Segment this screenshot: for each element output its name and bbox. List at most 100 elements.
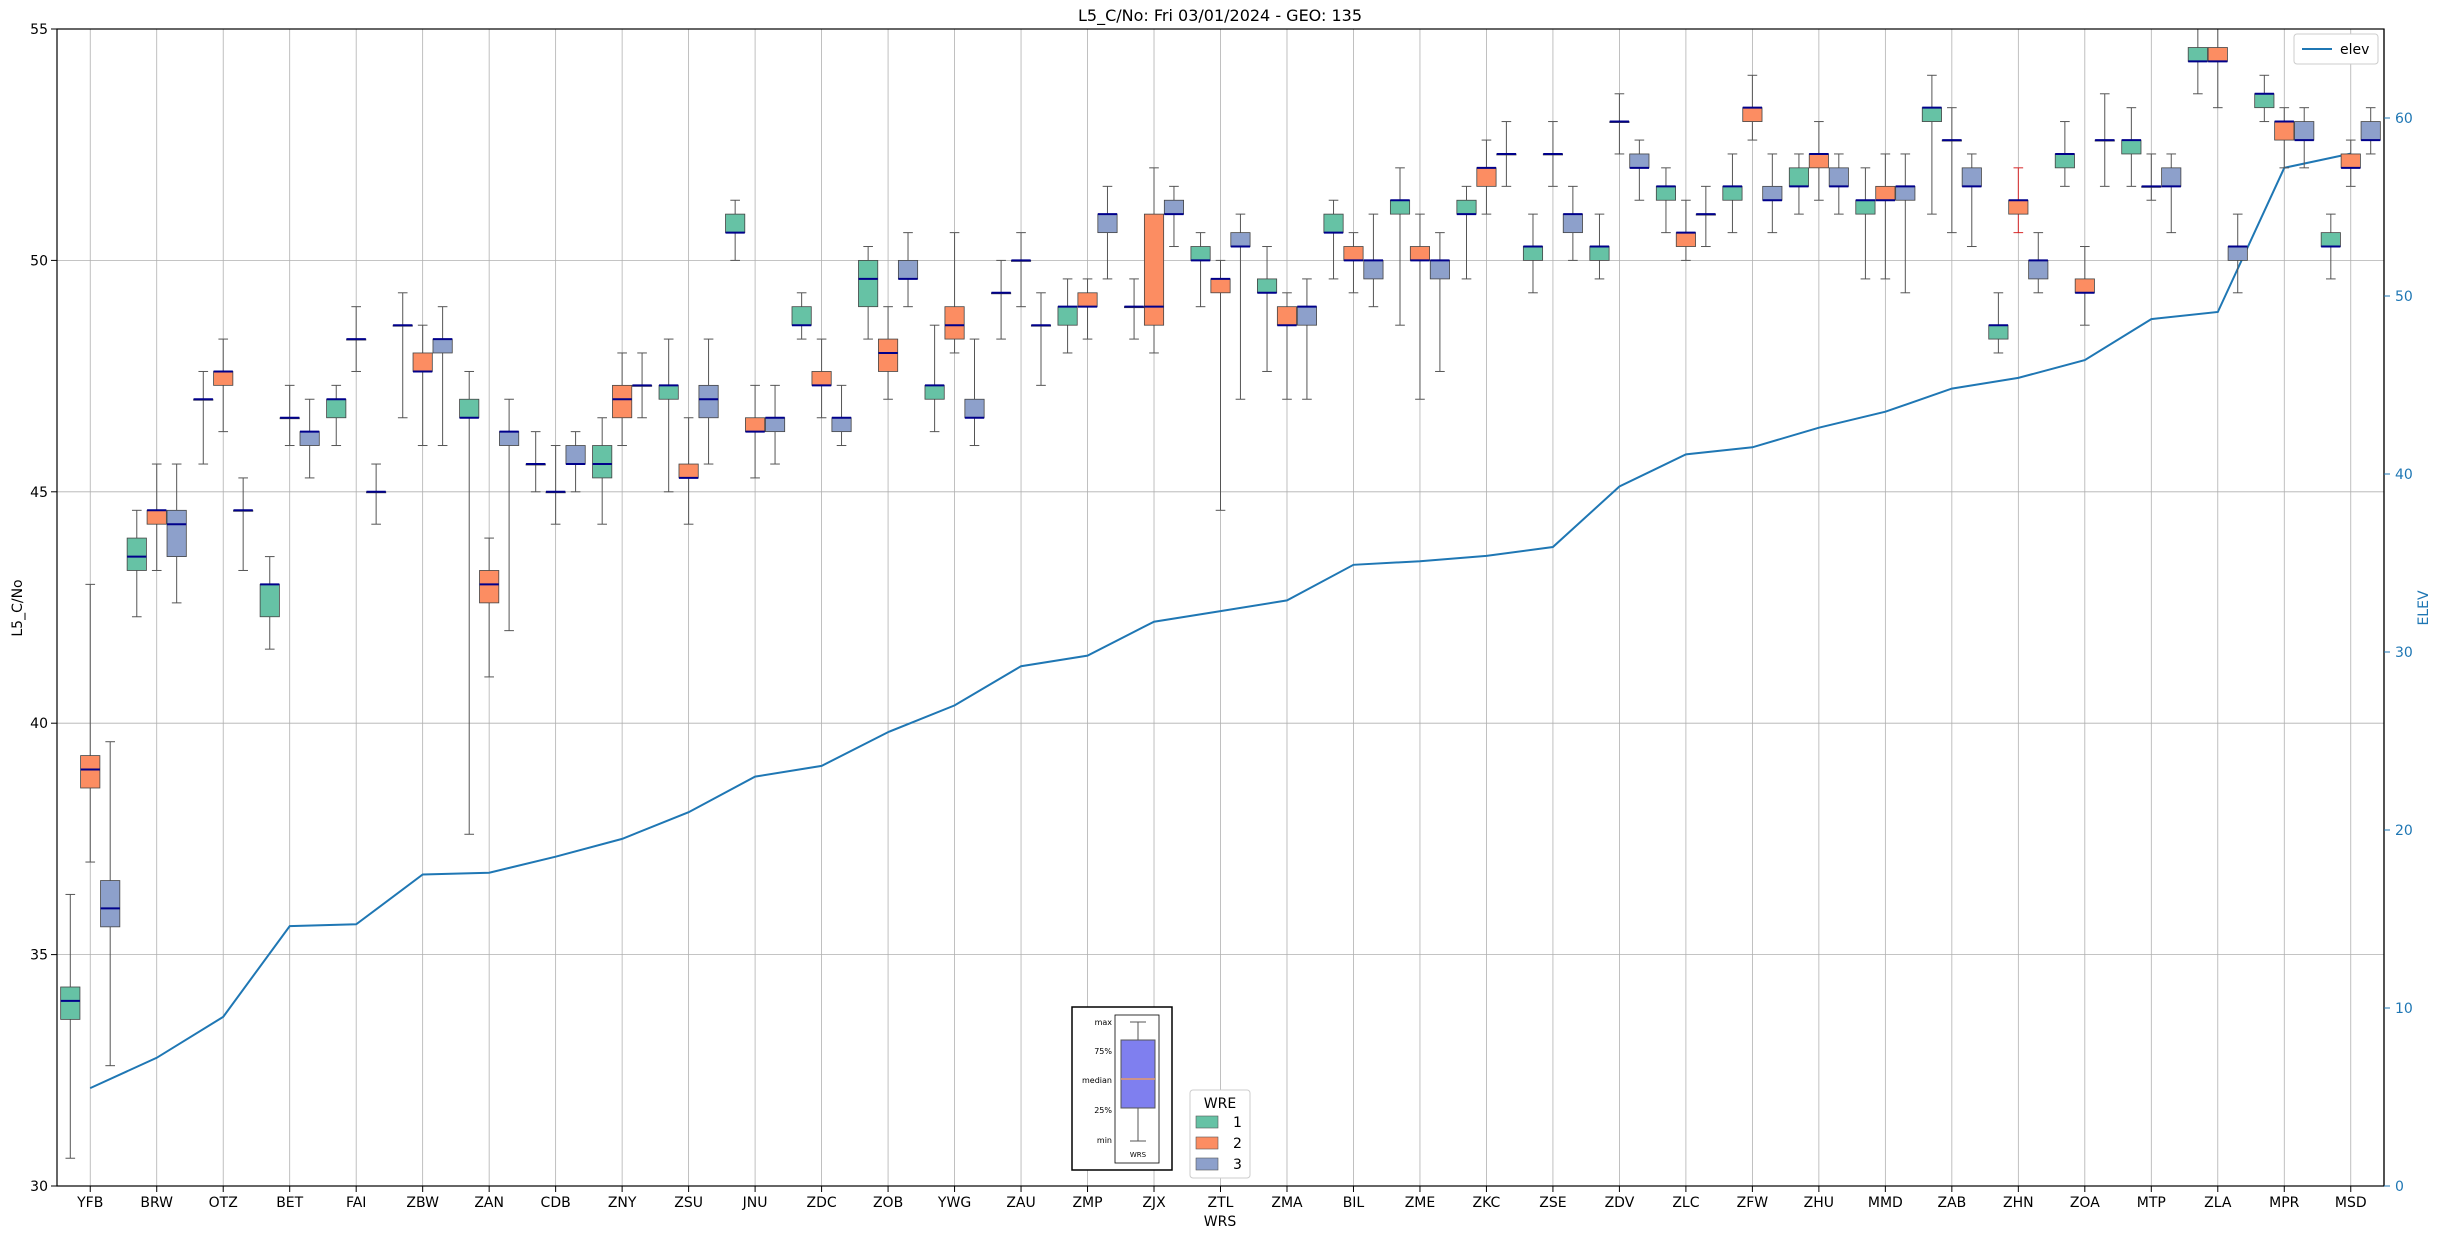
box-cdb-wre2 [545, 445, 566, 525]
box-zab-wre1 [1921, 74, 1942, 215]
x-tick-label: ZKC [1473, 1195, 1501, 1211]
box-zse-wre3 [1562, 185, 1583, 261]
box-zma-wre2 [1276, 292, 1298, 400]
box-key-inner-frame [1114, 1014, 1160, 1164]
y-tick-label: 55 [30, 22, 48, 38]
box-body [678, 463, 699, 479]
y-tick-label: 45 [30, 485, 48, 501]
box-body [1961, 167, 1982, 187]
box-body [1343, 246, 1364, 261]
box-key-inset: max 75% median 25% min WRS [1071, 1006, 1173, 1171]
box-body [2008, 199, 2029, 215]
x-axis: YFB BRW OTZ BET FAI ZBW ZAN CDB ZNY ZSU JNU ZDC ZOB Y… [76, 1186, 2367, 1211]
y-tick-label: 30 [30, 1179, 48, 1195]
box-key-q3-label: 75% [1094, 1047, 1112, 1056]
box-zmp-wre1 [1057, 278, 1078, 354]
box-body [60, 986, 81, 1020]
box-zdc-wre3 [831, 384, 852, 447]
box-body [1276, 306, 1298, 326]
box-body [2274, 121, 2295, 141]
box-zma-wre1 [1256, 246, 1278, 372]
box-zan-wre1 [459, 370, 480, 835]
elev-line-layer [89, 152, 2352, 1090]
box-mtp-wre3 [2161, 153, 2182, 234]
box-zdv-wre3 [1629, 139, 1650, 201]
box-cdb-wre1 [525, 431, 546, 493]
box-body [1363, 259, 1384, 280]
box-zhu-wre2 [1808, 121, 1829, 201]
y-axis-label: L5_C/No [10, 579, 26, 636]
chart-title: L5_C/No: Fri 03/01/2024 - GEO: 135 [1078, 6, 1362, 26]
box-body [1808, 153, 1829, 169]
box-msd-wre2 [2340, 139, 2361, 187]
x-tick-label: BET [276, 1195, 303, 1211]
box-zob-wre2 [878, 306, 899, 400]
x-tick-label: ZJX [1142, 1195, 1166, 1211]
box-body [592, 445, 613, 479]
box-body [1476, 167, 1497, 187]
box-zfw-wre3 [1762, 153, 1783, 234]
box-body [1323, 213, 1344, 234]
box-mtp-wre2 [2141, 153, 2162, 201]
y-axis: 30 35 40 45 50 55 [30, 22, 57, 1195]
box-zoa-wre1 [2054, 121, 2075, 187]
box-zan-wre2 [479, 537, 500, 678]
elev-legend: elev [2293, 33, 2379, 65]
box-zdc-wre1 [791, 292, 812, 340]
box-body [213, 371, 234, 386]
box-otz-wre3 [233, 477, 254, 571]
x-tick-label: ZDV [1605, 1195, 1635, 1211]
x-tick-label: ZFW [1737, 1195, 1769, 1211]
box-zjx-wre2 [1143, 167, 1165, 354]
box-body [924, 384, 945, 400]
box-ztl-wre2 [1210, 259, 1231, 511]
box-zjx-wre3 [1163, 185, 1185, 248]
x-tick-label: MPR [2269, 1195, 2300, 1211]
y2-tick-label: 0 [2395, 1179, 2404, 1195]
wre-legend-swatch-2 [1195, 1136, 1219, 1150]
box-body [811, 371, 832, 386]
box-body [1210, 278, 1231, 294]
box-body [1256, 278, 1278, 294]
box-zkc-wre1 [1456, 185, 1477, 280]
box-body [1190, 246, 1211, 261]
x-tick-label: ZDC [807, 1195, 837, 1211]
y2-tick-label: 10 [2395, 1001, 2413, 1017]
box-zme-wre2 [1409, 213, 1430, 400]
x-tick-label: ZAU [1006, 1195, 1035, 1211]
box-body [412, 352, 433, 372]
box-body [1456, 199, 1477, 215]
box-zob-wre1 [858, 246, 879, 340]
x-tick-label: ZHU [1804, 1195, 1834, 1211]
box-body [1389, 199, 1411, 215]
box-zfw-wre1 [1722, 153, 1743, 234]
box-body [1057, 306, 1078, 326]
box-body [897, 259, 919, 280]
box-zfw-wre2 [1742, 74, 1763, 141]
box-zny-wre2 [612, 352, 633, 447]
box-body [765, 417, 786, 433]
box-key-q1-label: 25% [1094, 1106, 1112, 1115]
box-body [1855, 199, 1876, 215]
box-zoa-wre2 [2074, 246, 2095, 326]
box-zse-wre1 [1522, 213, 1544, 294]
box-body [964, 398, 985, 419]
x-tick-label: ZMA [1271, 1195, 1303, 1211]
wre-legend-swatch-1 [1195, 1115, 1219, 1129]
box-body [1895, 185, 1916, 201]
box-mpr-wre3 [2294, 107, 2315, 169]
box-body [1163, 199, 1185, 215]
box-key-box [1120, 1039, 1156, 1109]
x-tick-label: CDB [541, 1195, 571, 1211]
box-bet-wre2 [279, 384, 300, 447]
box-body [858, 259, 879, 308]
box-zhu-wre1 [1788, 153, 1809, 215]
box-body [2360, 121, 2381, 141]
box-body [2054, 153, 2075, 169]
box-body [745, 417, 766, 433]
box-body [2340, 153, 2361, 169]
box-jnu-wre2 [745, 384, 766, 479]
box-zsu-wre3 [698, 338, 719, 465]
box-key-median-label: median [1082, 1076, 1112, 1085]
box-mmd-wre2 [1875, 153, 1896, 280]
